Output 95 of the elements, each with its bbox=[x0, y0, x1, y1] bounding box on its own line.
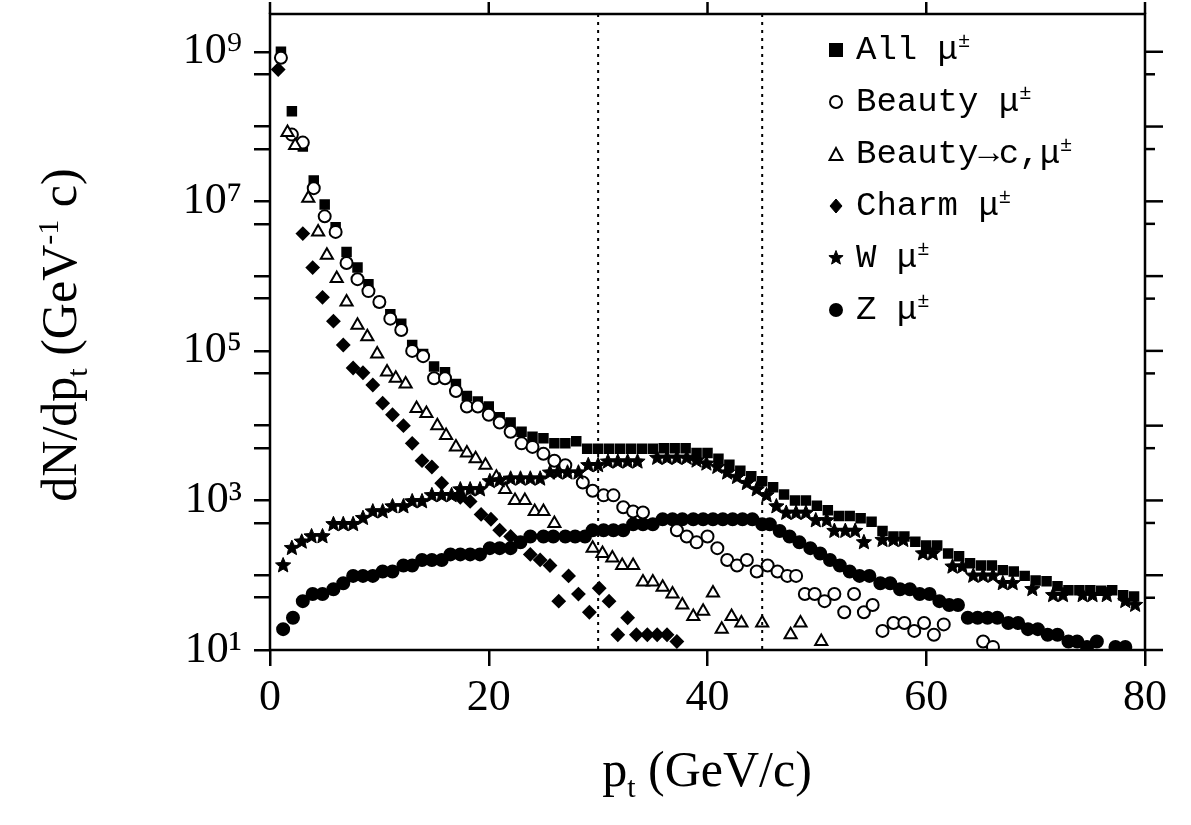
point bbox=[783, 626, 798, 640]
point bbox=[350, 317, 365, 330]
point bbox=[602, 594, 617, 609]
point bbox=[582, 605, 597, 620]
point bbox=[409, 400, 424, 413]
point bbox=[301, 190, 316, 203]
point bbox=[626, 557, 641, 570]
point bbox=[288, 137, 303, 150]
point bbox=[415, 453, 430, 468]
point bbox=[365, 377, 380, 392]
point bbox=[315, 290, 330, 305]
point bbox=[355, 365, 370, 380]
point bbox=[533, 552, 548, 567]
x-tick-label: 60 bbox=[904, 670, 949, 720]
point bbox=[448, 438, 463, 452]
point bbox=[492, 523, 507, 538]
point bbox=[360, 328, 375, 342]
point bbox=[370, 345, 385, 359]
point bbox=[669, 634, 684, 649]
point bbox=[543, 558, 557, 573]
y-tick-label: 10⁷ bbox=[182, 173, 242, 223]
point bbox=[705, 584, 721, 598]
point bbox=[605, 549, 620, 563]
y-tick-label: 10⁹ bbox=[182, 24, 242, 74]
point bbox=[311, 223, 326, 237]
point bbox=[483, 512, 498, 527]
point bbox=[660, 627, 675, 642]
y-tick-label: 10⁵ bbox=[182, 323, 242, 373]
point bbox=[620, 610, 635, 625]
point bbox=[640, 627, 655, 642]
point bbox=[319, 247, 334, 260]
point bbox=[724, 608, 739, 622]
point bbox=[459, 445, 474, 458]
legend-label: Charm μ$^{±}$ bbox=[856, 186, 1012, 226]
legend-label: Beauty μ$^{±}$ bbox=[856, 82, 1032, 122]
x-tick-label: 80 bbox=[1123, 670, 1167, 720]
point bbox=[793, 614, 808, 628]
x-axis-title: p$_{t}$ (GeV/c) bbox=[602, 740, 812, 804]
point bbox=[385, 407, 400, 422]
point bbox=[635, 574, 651, 587]
point bbox=[665, 586, 680, 599]
point bbox=[388, 370, 403, 383]
point bbox=[595, 545, 610, 559]
point bbox=[439, 427, 454, 440]
point bbox=[396, 418, 411, 433]
point bbox=[714, 621, 729, 634]
point bbox=[536, 503, 551, 517]
x-tick-label: 20 bbox=[466, 670, 511, 720]
point bbox=[329, 270, 344, 283]
point bbox=[405, 436, 420, 451]
point bbox=[571, 587, 586, 602]
point bbox=[615, 557, 630, 570]
point bbox=[523, 547, 538, 562]
point bbox=[551, 594, 566, 609]
point bbox=[339, 294, 354, 307]
point bbox=[346, 361, 361, 376]
legend-label: All μ$^{±}$ bbox=[856, 30, 971, 70]
point bbox=[463, 494, 478, 509]
point bbox=[336, 337, 351, 352]
point bbox=[645, 574, 660, 587]
point bbox=[655, 579, 670, 592]
point bbox=[814, 633, 829, 646]
point bbox=[468, 450, 483, 464]
point bbox=[295, 226, 310, 241]
point bbox=[379, 364, 395, 377]
point bbox=[474, 507, 489, 522]
point bbox=[271, 62, 286, 77]
point bbox=[424, 460, 439, 475]
y-tick-label: 10¹ bbox=[184, 622, 242, 672]
point bbox=[696, 603, 711, 616]
point bbox=[517, 492, 532, 505]
legend-label: Beauty→c,μ$^{±}$ bbox=[856, 134, 1073, 174]
point bbox=[419, 405, 434, 419]
x-tick-label: 0 bbox=[259, 670, 281, 720]
legend-label: W μ$^{±}$ bbox=[856, 238, 930, 278]
point bbox=[547, 515, 562, 529]
point bbox=[478, 457, 493, 470]
y-tick-label: 10³ bbox=[184, 473, 242, 523]
point bbox=[280, 124, 295, 138]
point bbox=[375, 396, 390, 411]
point bbox=[503, 529, 518, 544]
point bbox=[686, 608, 701, 622]
x-tick-label: 40 bbox=[685, 670, 730, 720]
point bbox=[610, 627, 625, 642]
point bbox=[434, 476, 449, 491]
point bbox=[734, 614, 749, 628]
point bbox=[398, 376, 413, 389]
point bbox=[305, 260, 320, 275]
legend-label: Z μ$^{±}$ bbox=[856, 290, 930, 330]
point bbox=[326, 314, 341, 329]
point bbox=[675, 596, 690, 610]
point bbox=[561, 568, 576, 583]
point bbox=[430, 417, 445, 431]
point bbox=[585, 540, 600, 553]
point bbox=[629, 627, 644, 642]
